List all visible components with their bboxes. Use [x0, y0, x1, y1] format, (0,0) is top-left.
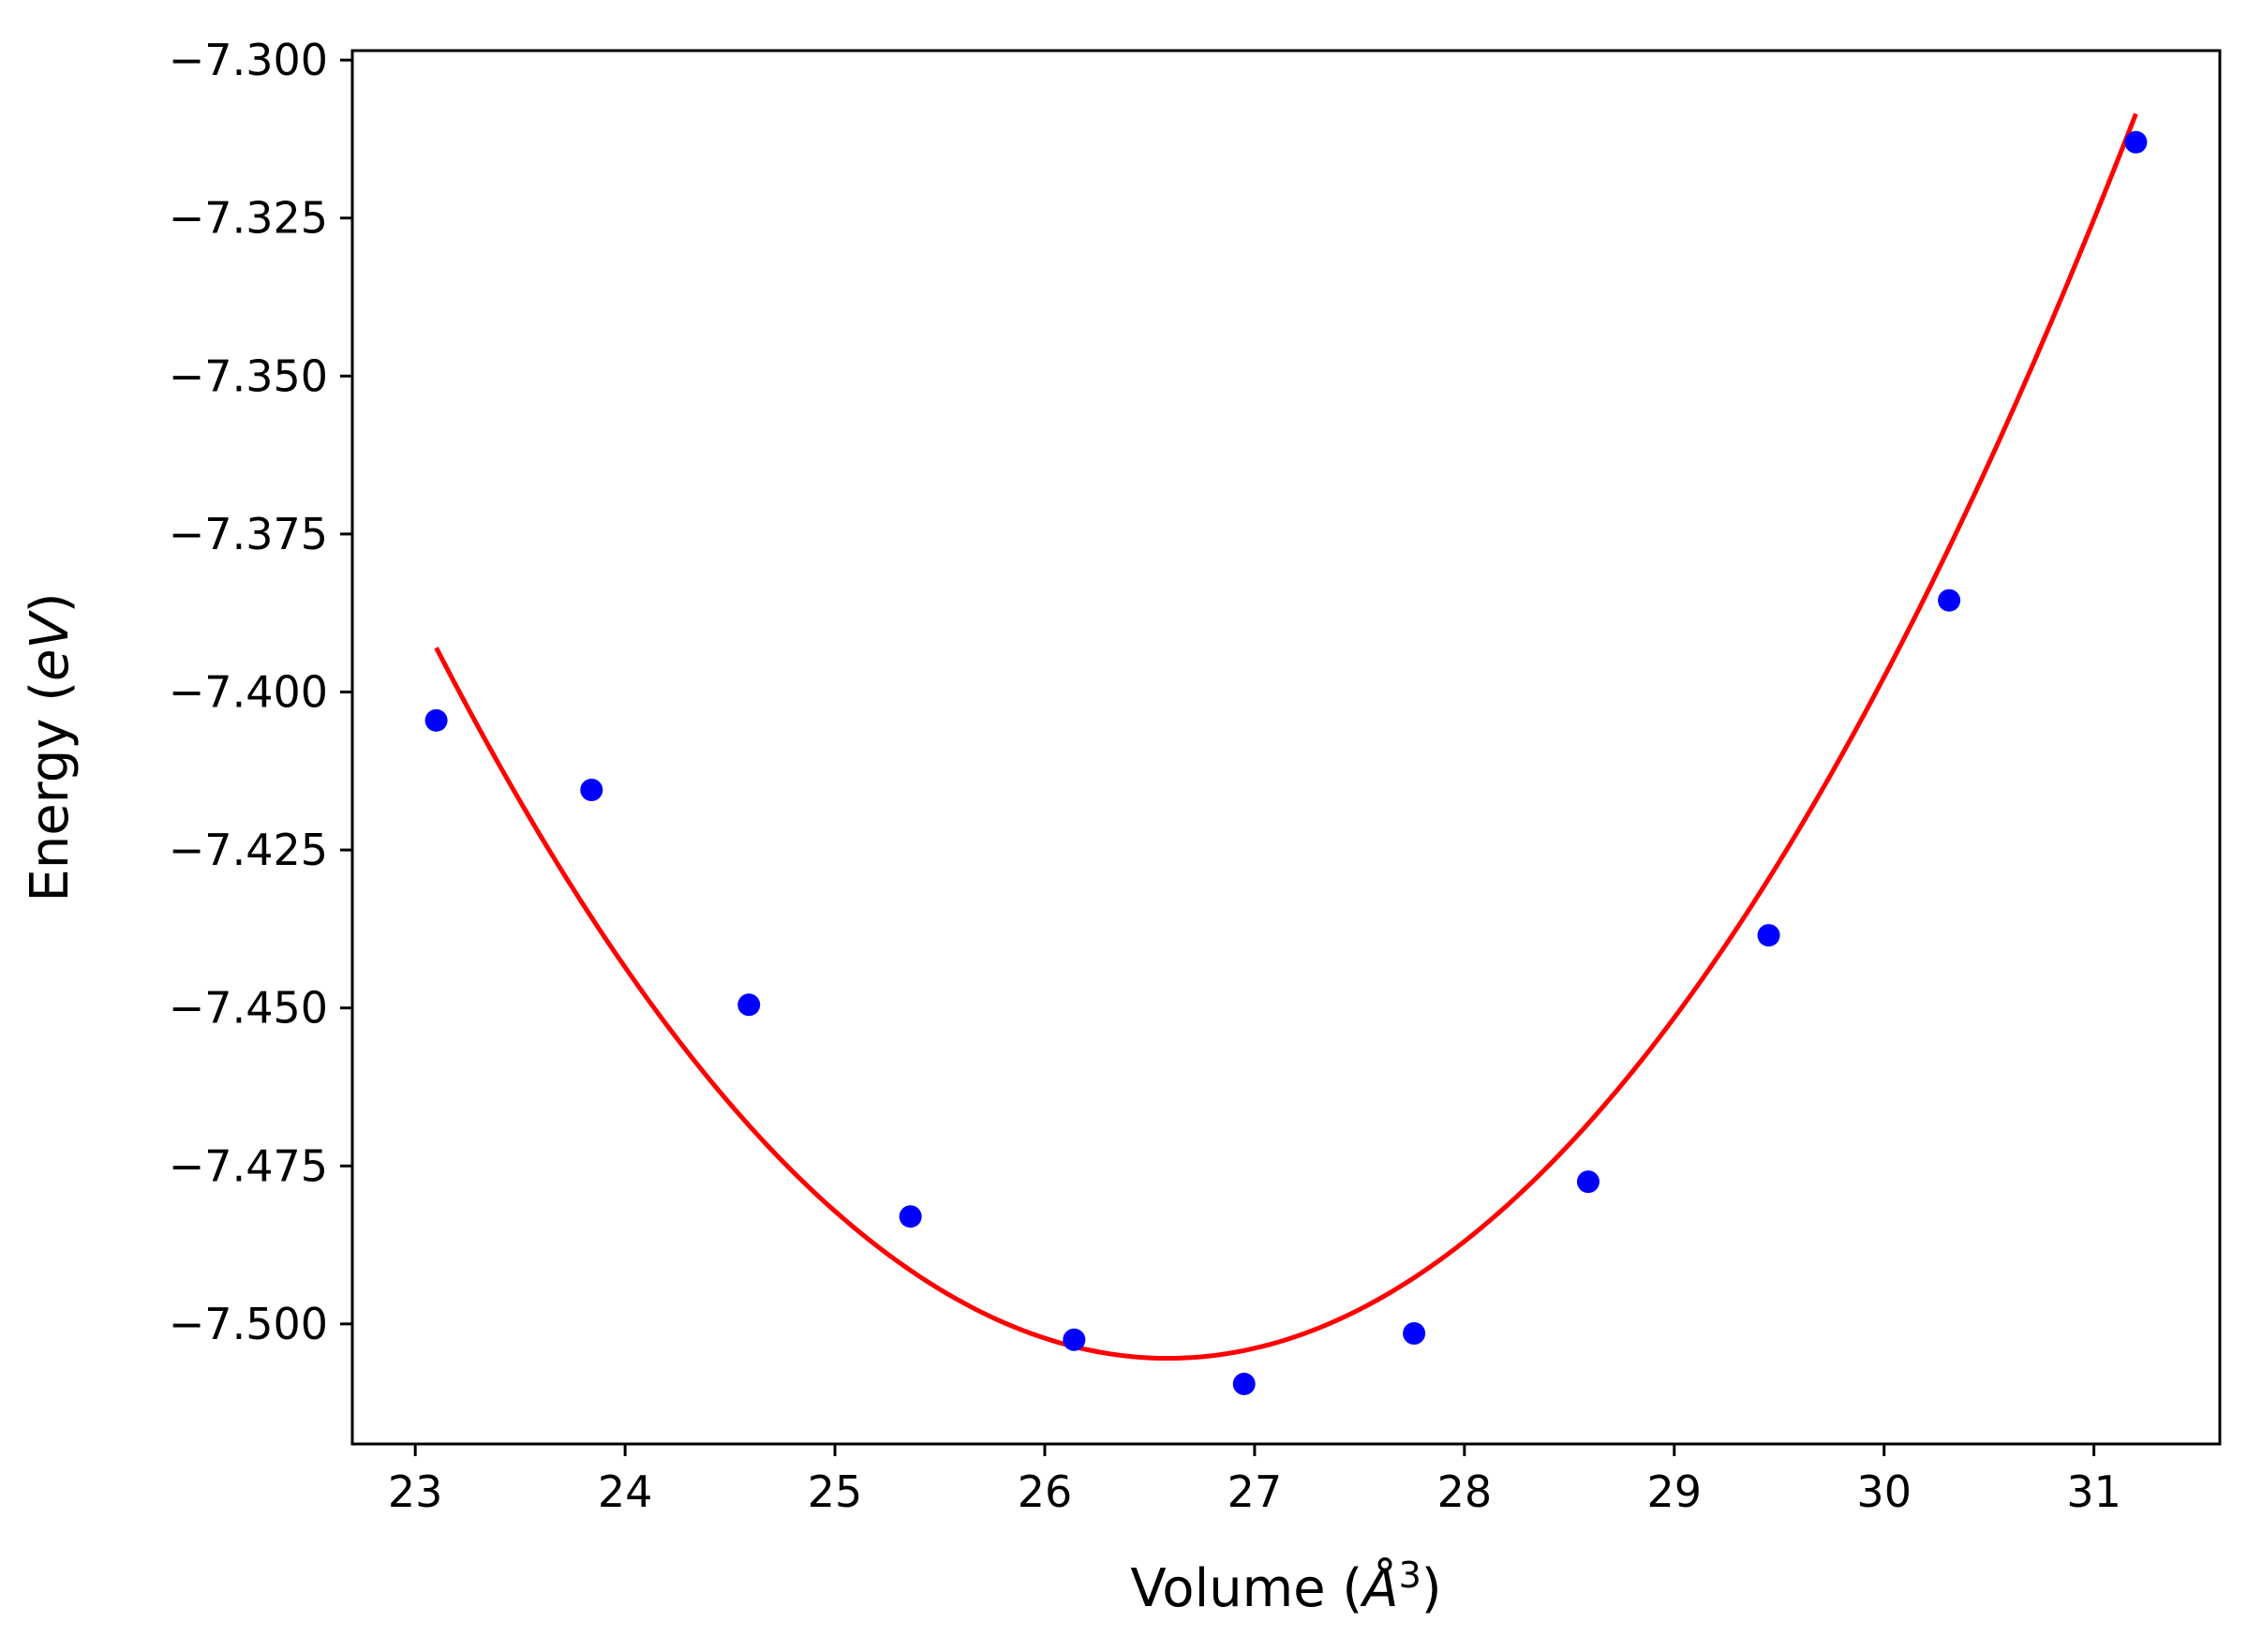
plot-area [424, 112, 2148, 1395]
y-axis-label-unit: eV [20, 610, 81, 681]
y-tick-label: −7.475 [169, 1140, 328, 1191]
data-point [2124, 130, 2148, 154]
x-axis-label: Volume (Å3) [1130, 1555, 1441, 1619]
data-point [1938, 588, 1961, 612]
x-axis-label-suffix: ) [1421, 1558, 1442, 1619]
y-tick-label: −7.375 [169, 509, 328, 559]
data-point [737, 993, 761, 1017]
y-tick-label: −7.325 [169, 193, 328, 244]
data-point [1757, 924, 1780, 947]
x-axis-label-symbol: Å [1360, 1557, 1398, 1619]
data-point [580, 779, 603, 802]
data-point [1403, 1321, 1426, 1345]
axes-frame [350, 49, 2222, 1446]
y-axis-ticks: −7.300 −7.325 −7.350 −7.375 −7.400 −7.425 −7.4… [169, 35, 352, 1349]
x-tick-label: 27 [1228, 1466, 1283, 1517]
x-tick-label: 24 [598, 1466, 653, 1517]
y-tick-label: −7.450 [169, 983, 328, 1034]
x-tick-label: 29 [1647, 1466, 1703, 1517]
x-tick-label: 30 [1856, 1466, 1912, 1517]
x-tick-label: 28 [1437, 1466, 1493, 1517]
x-tick-label: 31 [2066, 1466, 2121, 1517]
data-point [899, 1205, 922, 1228]
y-axis-label: Energy (eV) [20, 592, 81, 901]
data-point [1063, 1328, 1086, 1351]
data-point [1232, 1372, 1256, 1395]
y-axis-label-suffix: ) [20, 592, 81, 613]
x-axis-label-prefix: Volume ( [1130, 1558, 1362, 1619]
y-axis-label-prefix: Energy ( [20, 681, 81, 902]
data-point [1576, 1170, 1600, 1194]
y-tick-label: −7.350 [169, 350, 328, 401]
x-tick-label: 26 [1018, 1466, 1073, 1517]
data-point [424, 708, 448, 732]
x-tick-label: 23 [388, 1466, 443, 1517]
x-axis-ticks: 23 24 25 26 27 28 29 30 31 [388, 1444, 2121, 1517]
y-tick-label: −7.400 [169, 666, 328, 717]
y-tick-label: −7.500 [169, 1299, 328, 1349]
fit-curve [434, 112, 2138, 1362]
x-axis-label-exponent: 3 [1399, 1555, 1421, 1596]
y-tick-label: −7.300 [169, 35, 328, 85]
x-tick-label: 25 [808, 1466, 863, 1517]
scatter-points [424, 130, 2148, 1395]
y-tick-label: −7.425 [169, 825, 328, 875]
